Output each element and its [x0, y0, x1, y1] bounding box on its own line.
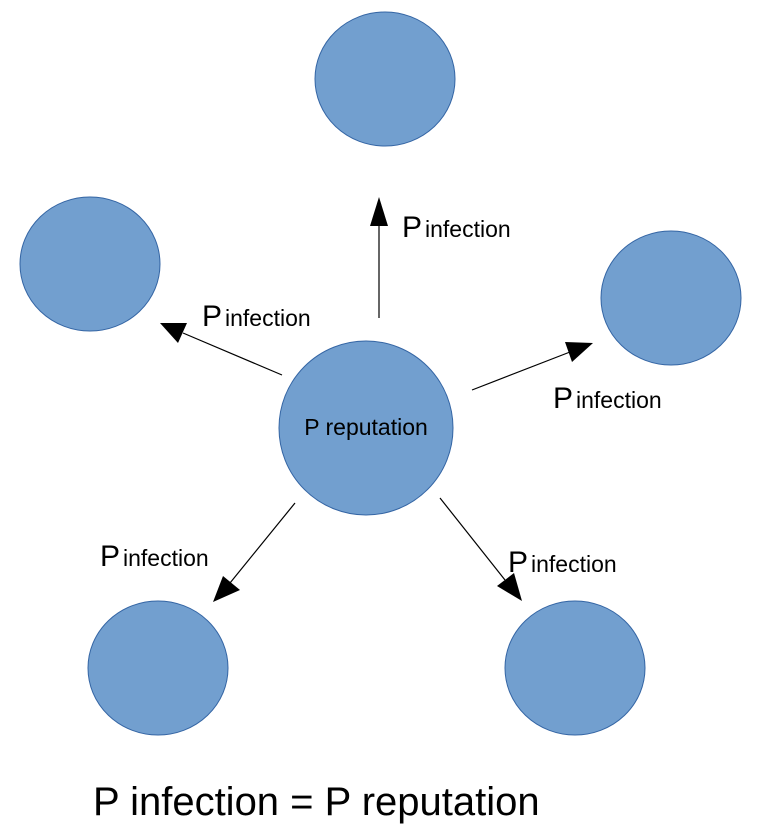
edge-line	[471, 351, 571, 391]
edge-line	[182, 332, 283, 376]
edge-label-prefix: P	[508, 546, 528, 579]
formula-caption: P infection = P reputation	[93, 780, 540, 824]
edge-label-prefix: P	[402, 211, 422, 244]
center-node-label: P reputation	[304, 414, 428, 440]
edge-label-word: infection	[531, 551, 617, 577]
edge-label-word: infection	[225, 305, 311, 331]
edge-label-prefix: P	[553, 382, 573, 415]
edge-to-right	[471, 342, 593, 391]
edge-label-word: infection	[123, 545, 209, 571]
arrowhead-icon	[370, 197, 388, 226]
edge-line	[439, 497, 506, 581]
edge-label-word: infection	[576, 387, 662, 413]
edge-label-prefix: P	[202, 300, 222, 333]
edge-to-left	[160, 323, 283, 376]
edge-to-top	[370, 197, 388, 318]
arrowhead-icon	[160, 323, 187, 343]
edge-to-bottom-left	[213, 502, 296, 602]
center-node	[278, 340, 454, 516]
node-top	[314, 11, 456, 147]
edge-to-bottom-right	[439, 497, 522, 601]
node-bottom-left	[87, 600, 229, 736]
arrowhead-icon	[565, 342, 593, 362]
arrowhead-icon	[213, 576, 240, 602]
node-right	[600, 230, 742, 366]
node-left	[19, 196, 161, 332]
node-bottom-right	[504, 600, 646, 736]
edge-label-word: infection	[425, 216, 511, 242]
arrowhead-icon	[497, 573, 522, 601]
edge-label-prefix: P	[100, 540, 120, 573]
edge-line	[229, 502, 296, 584]
